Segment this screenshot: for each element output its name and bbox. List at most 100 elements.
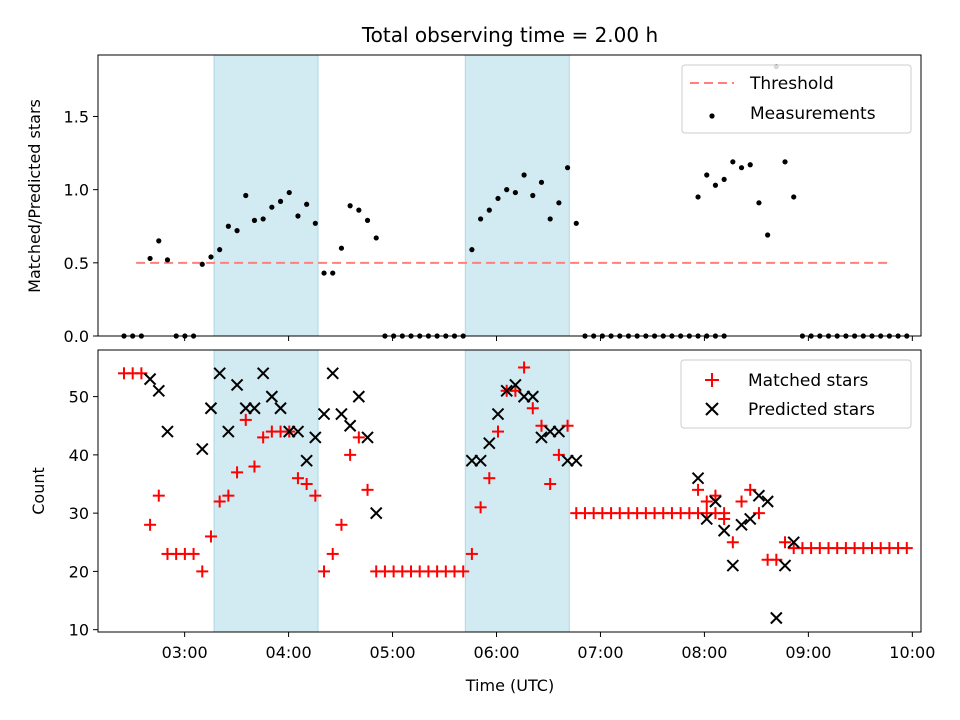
predicted-star-point <box>500 384 513 397</box>
legend-threshold-label: Threshold <box>749 74 834 94</box>
measurement-point <box>721 176 727 183</box>
measurement-point <box>730 159 736 165</box>
measurement-point <box>304 201 310 207</box>
matched-stars-points <box>117 361 913 578</box>
matched-star-point <box>257 431 270 444</box>
measurement-point <box>791 194 797 200</box>
measurement-point <box>373 235 379 241</box>
predicted-star-point <box>744 512 757 526</box>
predicted-star-point <box>509 378 522 392</box>
measurement-point <box>364 217 371 223</box>
matched-star-point <box>335 518 348 531</box>
matched-star-point <box>692 483 705 496</box>
bottom-x-axis-label: Time (UTC) <box>465 676 554 695</box>
legend-matched-swatch <box>705 373 719 387</box>
predicted-star-point <box>230 378 244 392</box>
bottom-legend: Matched stars Predicted stars <box>680 359 912 429</box>
top-plot: 0.0 0.5 1.0 1.5 Total observing time = 2.00… <box>25 23 922 346</box>
predicted-star-point <box>152 384 165 397</box>
predicted-star-point <box>317 407 331 421</box>
bottom-x-tick-label: 09:00 <box>785 643 831 662</box>
measurement-point <box>738 165 745 171</box>
predicted-star-point <box>483 437 496 450</box>
matched-star-point <box>231 466 244 479</box>
predicted-star-point <box>709 495 722 508</box>
measurement-point <box>312 220 318 226</box>
measurement-point <box>217 247 223 253</box>
top-y-tick-label: 1.5 <box>64 107 89 126</box>
measurement-point <box>277 198 284 204</box>
bottom-y-tick-label: 30 <box>69 504 89 523</box>
matched-star-point <box>700 495 713 508</box>
matched-star-point <box>309 489 322 502</box>
predicted-star-point <box>300 454 313 467</box>
matched-star-point <box>352 431 365 444</box>
measurement-point <box>782 159 788 165</box>
predicted-star-point <box>370 506 383 520</box>
measurement-point <box>321 270 327 276</box>
measurement-point <box>147 255 153 262</box>
measurement-point <box>477 216 484 222</box>
measurement-point <box>269 204 275 210</box>
matched-star-point <box>483 472 496 485</box>
top-shaded-region-2 <box>464 54 570 337</box>
predicted-star-point <box>309 431 322 444</box>
bottom-x-tick-label: 07:00 <box>577 643 623 662</box>
matched-star-point <box>491 425 504 438</box>
bottom-axes-frame <box>97 349 922 633</box>
matched-star-point <box>248 460 261 473</box>
bottom-x-tick-label: 10:00 <box>889 643 935 662</box>
bottom-x-tick-label: 08:00 <box>681 643 727 662</box>
predicted-star-point <box>265 390 279 403</box>
predicted-star-point <box>361 431 374 444</box>
matched-star-point <box>196 565 209 578</box>
bottom-y-tick-label: 20 <box>69 562 89 581</box>
predicted-star-point <box>570 454 583 467</box>
predicted-star-point <box>326 367 339 380</box>
predicted-star-point <box>491 407 505 421</box>
measurement-point <box>251 217 258 223</box>
measurement-point <box>756 200 762 206</box>
predicted-star-point <box>204 402 218 415</box>
matched-star-point <box>465 547 478 560</box>
matched-star-point <box>300 478 313 491</box>
legend-predicted-label: Predicted stars <box>748 400 875 420</box>
measurement-point <box>199 261 205 267</box>
measurement-point <box>747 162 753 168</box>
predicted-star-point <box>726 559 740 572</box>
bottom-shaded-regions <box>213 349 570 633</box>
measurement-point <box>208 254 214 260</box>
top-chart-title: Total observing time = 2.00 h <box>361 23 658 47</box>
bottom-x-tick-label: 03:00 <box>162 643 208 662</box>
predicted-star-point <box>274 402 287 415</box>
measurement-point <box>564 165 571 171</box>
bottom-x-tick-label: 06:00 <box>473 643 519 662</box>
top-y-tick-label: 0.5 <box>64 254 89 273</box>
bottom-y-ticks: 10 20 30 40 50 <box>69 388 98 640</box>
matched-star-point <box>213 495 226 508</box>
top-y-tick-label: 1.0 <box>64 181 89 200</box>
predicted-star-point <box>248 402 261 415</box>
bottom-plot: 10 20 30 40 50 03:00 04:00 05:00 06:00 07:00 08:0… <box>29 349 935 695</box>
matched-star-point <box>457 565 470 578</box>
matched-star-point <box>735 495 748 508</box>
matched-star-point <box>718 512 731 525</box>
predicted-star-point <box>474 454 487 467</box>
measurement-point <box>486 207 492 213</box>
predicted-star-point <box>343 419 357 432</box>
measurement-point <box>704 172 710 178</box>
measurement-point <box>286 189 292 196</box>
measurement-point <box>556 200 562 206</box>
predicted-star-point <box>196 442 209 456</box>
legend-measurements-swatch <box>709 113 715 119</box>
predicted-star-point <box>352 390 366 403</box>
matched-star-point <box>318 565 331 578</box>
matched-star-point <box>361 483 374 496</box>
measurement-point <box>504 187 510 193</box>
matched-star-point <box>474 501 487 514</box>
predicted-star-point <box>761 495 774 508</box>
measurement-point <box>469 247 475 253</box>
matched-star-point <box>326 547 339 560</box>
matched-star-point <box>144 518 157 531</box>
